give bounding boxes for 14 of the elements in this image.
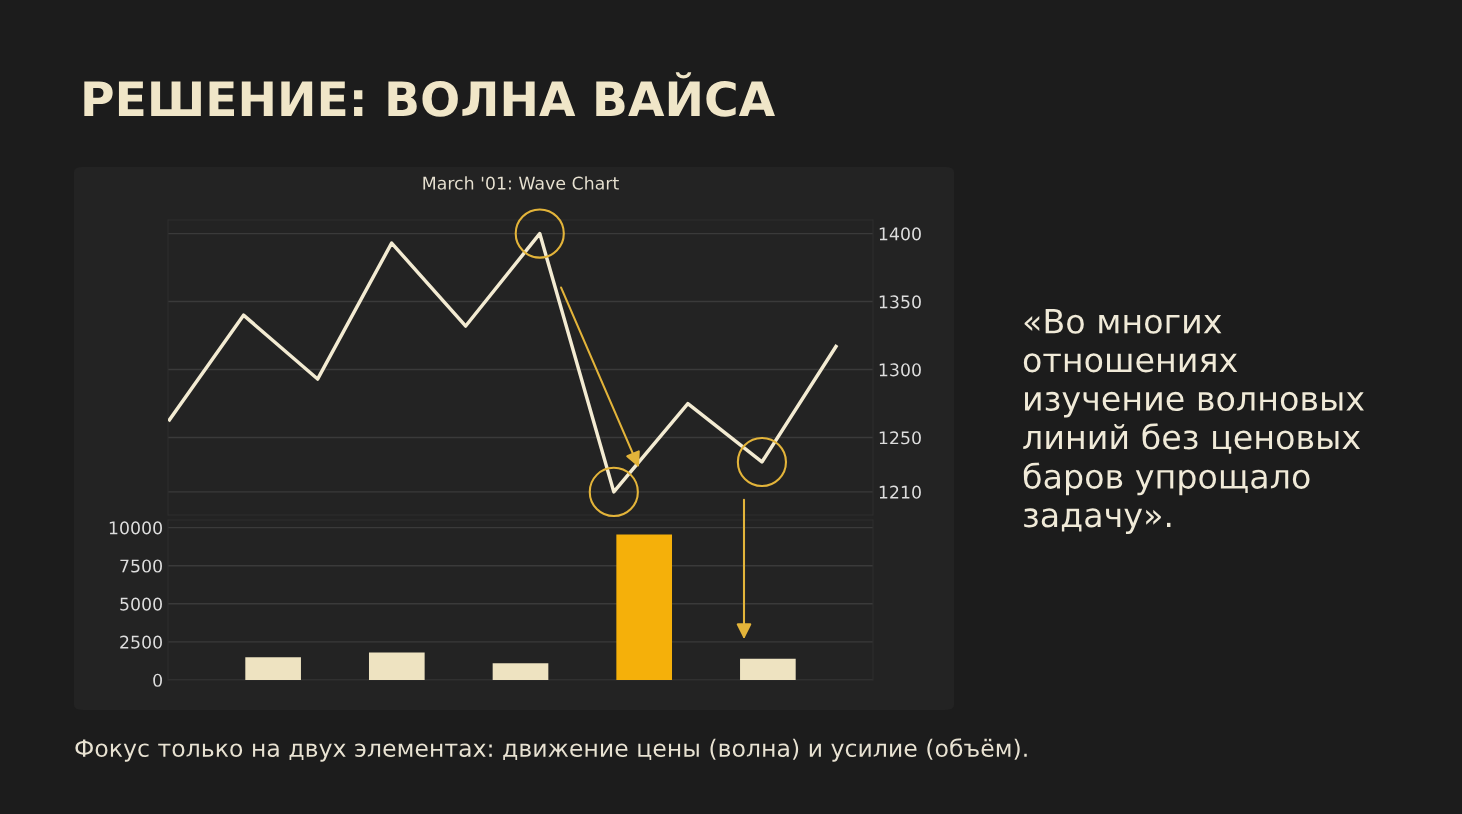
y-tick-label: 10000 (109, 521, 162, 535)
y-tick-label: 1400 (879, 227, 921, 241)
y-tick-label: 7500 (120, 559, 162, 573)
text: «Во многих отношениях изучение волновых линий без ценовых баров упрощало задачу». (1023, 309, 1365, 534)
y-tick-label: 1250 (879, 431, 921, 445)
y-tick-label: 0 (153, 673, 162, 687)
chart-title: РЕШЕНИЕ: ВОЛНА ВАЙСА (84, 72, 775, 117)
text: Фокус только на двух элементах: движение цены (волна) и усилие (объём). (75, 738, 1027, 762)
y-tick-label: 1300 (879, 363, 921, 377)
chart-subtitle: March '01: Wave Chart (423, 176, 619, 190)
y-tick-label: 5000 (120, 597, 162, 611)
y-tick-label: 2500 (120, 635, 162, 649)
y-tick-label: 1350 (879, 295, 921, 309)
y-tick-label: 1210 (879, 485, 921, 499)
